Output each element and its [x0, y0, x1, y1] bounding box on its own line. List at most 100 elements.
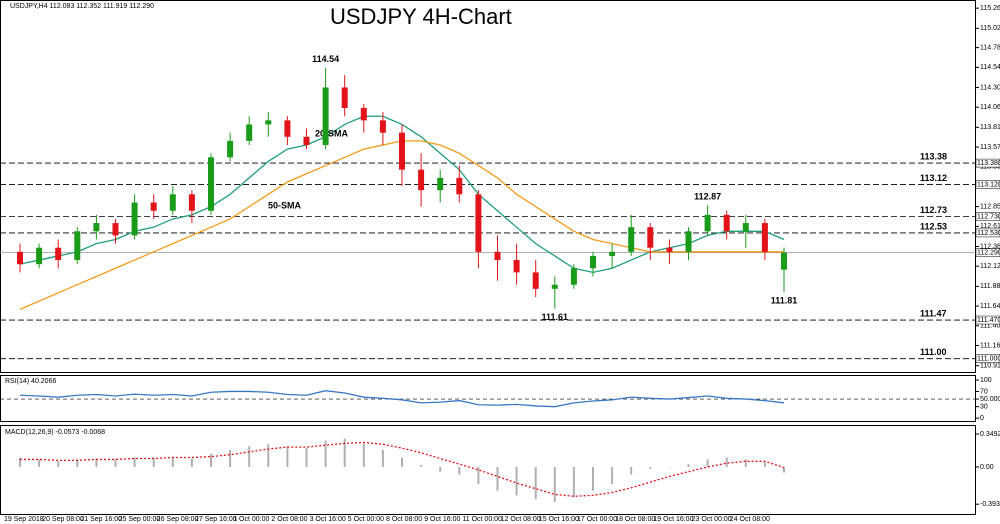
candle-body [188, 194, 195, 211]
macd-panel [0, 425, 976, 515]
candle-body [208, 157, 214, 211]
x-tick-label: 25 Sep 00:00 [119, 516, 161, 523]
candle-body [609, 251, 616, 256]
x-tick-label: 15 Oct 16:00 [539, 516, 579, 523]
axis-tag-label: 113.380 [977, 160, 1000, 167]
candle-body [74, 231, 81, 261]
y-tick-label: 30 [980, 404, 988, 411]
axis-tag-label: 112.530 [977, 230, 1000, 237]
candle-body [265, 120, 272, 125]
y-tick-label: -0.3939 [980, 501, 1000, 508]
candle-body [360, 108, 367, 121]
y-tick-label: 0 [980, 415, 984, 422]
y-tick-label: 113.815 [980, 124, 1000, 131]
candle-body [437, 177, 444, 191]
candle-body [475, 194, 482, 252]
annotation: 111.81 [771, 295, 798, 305]
y-tick-label: 114.785 [980, 44, 1000, 51]
candle-body [761, 223, 768, 252]
level-label: 112.73 [920, 205, 947, 215]
y-tick-label: 114.060 [980, 104, 1000, 111]
candle-body [723, 214, 730, 232]
macd-bar [114, 459, 117, 467]
macd-bar [343, 438, 346, 467]
y-tick-label: 111.160 [980, 342, 1000, 349]
y-tick-label: 111.880 [980, 283, 1000, 290]
macd-bar [706, 459, 709, 467]
x-tick-label: 12 Oct 08:00 [501, 516, 541, 523]
rsi-panel [0, 375, 976, 422]
y-tick-label: 114.545 [980, 64, 1000, 71]
y-tick-label: 115.265 [980, 5, 1000, 12]
macd-bar [458, 466, 461, 475]
macd-bar [592, 466, 594, 491]
macd-bar [190, 458, 193, 467]
y-tick-label: 112.365 [980, 243, 1000, 250]
y-tick-label: 111.640 [980, 303, 1000, 310]
y-tick-label: 110.915 [980, 363, 1000, 370]
axis-tag-label: 113.120 [977, 181, 1000, 188]
signal-line [20, 441, 785, 497]
candle-body [17, 251, 23, 265]
x-tick-label: 3 Oct 16:00 [310, 516, 346, 523]
macd-bar [362, 443, 365, 467]
macd-bar [783, 466, 785, 473]
y-tick-label: 111.400 [980, 323, 1000, 330]
candle-body [570, 268, 577, 285]
axis-tag [975, 228, 1000, 238]
candle-body [647, 227, 654, 248]
candle-body [303, 136, 310, 145]
x-tick-label: 18 Oct 08:00 [615, 516, 655, 523]
axis-tag [975, 248, 1000, 257]
chart-subtitle: USDJPY,H4 112.083 112.352 111.919 112.29… [10, 3, 154, 10]
macd-bar [19, 457, 21, 467]
macd-bar [171, 456, 174, 467]
axis-tag [975, 212, 1000, 221]
level-label: 111.00 [920, 347, 947, 357]
x-tick-label: 21 Sep 16:00 [80, 516, 122, 523]
y-tick-label: 112.610 [980, 223, 1000, 230]
axis-tag [975, 158, 1000, 168]
macd-bar [57, 461, 60, 467]
macd-bar [687, 464, 690, 467]
macd-bar [515, 466, 518, 496]
sma-line [19, 115, 785, 274]
candle-body [685, 231, 692, 252]
level-label: 113.38 [920, 151, 947, 161]
candle-body [112, 223, 119, 236]
y-tick-label: 114.300 [980, 84, 1000, 91]
candle-body [742, 223, 749, 232]
candle-body [379, 120, 386, 133]
axis-tag [975, 180, 1000, 189]
axis-tag [975, 354, 1000, 363]
candle-body [513, 260, 520, 273]
axis-tag-label: 112.730 [977, 213, 1000, 220]
candle-body [456, 177, 463, 195]
rsi-line [19, 390, 785, 408]
macd-bar [76, 459, 79, 467]
candle-body [666, 247, 673, 252]
x-tick-label: 27 Sep 16:00 [195, 516, 237, 523]
macd-bar [133, 457, 136, 467]
x-tick-label: 24 Oct 08:00 [730, 516, 770, 523]
macd-bar [420, 465, 423, 467]
candle-body [284, 120, 291, 137]
candle-body [55, 247, 62, 261]
x-tick-label: 26 Sep 08:00 [157, 516, 199, 523]
candle-body [590, 255, 596, 269]
macd-bar [152, 457, 155, 467]
x-tick-label: 2 Oct 08:00 [271, 516, 307, 523]
macd-bar [286, 446, 289, 467]
macd-bar [95, 458, 98, 467]
candle-body [169, 194, 176, 211]
chart-title: USDJPY 4H-Chart [330, 4, 512, 29]
series-label: 20-SMA [315, 128, 349, 138]
macd-bar [725, 457, 728, 467]
y-tick-label: 112.850 [980, 203, 1000, 210]
candle-body [628, 227, 635, 252]
candle-body [781, 252, 787, 270]
y-tick-label: 100 [980, 377, 992, 384]
macd-bar [248, 446, 251, 467]
axis-tag-label: 111.000 [977, 356, 1000, 363]
